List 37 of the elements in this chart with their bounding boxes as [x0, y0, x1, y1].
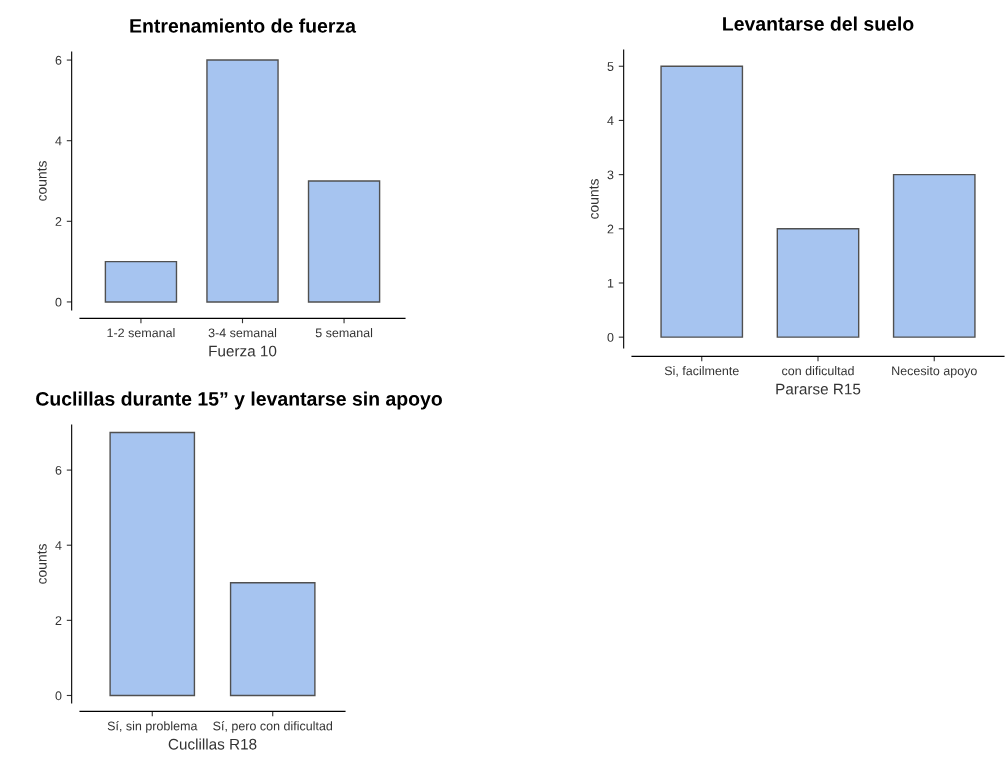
x-tick-label: 3-4 semanal — [208, 328, 277, 338]
y-tick-label: 4 — [607, 116, 614, 125]
bar — [776, 228, 860, 338]
x-tick-label: Sí, pero con dificultad — [213, 721, 333, 733]
x-tick-label: 1-2 semanal — [107, 328, 175, 338]
y-tick-label: 6 — [55, 465, 62, 475]
y-tick-label: 4 — [55, 136, 62, 146]
chart-title: Entrenamiento de fuerza — [130, 18, 357, 33]
x-axis-title: Fuerza 10 — [209, 345, 277, 357]
x-tick-label: con dificultad — [782, 366, 854, 376]
bar — [206, 59, 279, 303]
chart-title: Cuclillas durante 15” y levantarse sin apoyo — [36, 391, 442, 410]
bar — [104, 260, 178, 303]
y-tick-label: 2 — [55, 217, 62, 226]
x-tick-label: 5 semanal — [315, 328, 373, 338]
y-tick-label: 0 — [55, 691, 62, 701]
x-axis-title: Pararse R15 — [776, 383, 861, 395]
chart-title: Levantarse del suelo — [723, 16, 914, 31]
y-tick-label: 2 — [55, 616, 62, 625]
y-tick-label: 2 — [607, 224, 614, 234]
x-tick-label: Si, facilmente — [664, 366, 739, 377]
y-tick-label: 1 — [607, 278, 614, 288]
bar — [307, 180, 381, 303]
y-tick-label: 0 — [55, 297, 62, 307]
y-axis-title: counts — [37, 544, 47, 584]
y-tick-label: 5 — [607, 62, 614, 71]
y-tick-label: 6 — [55, 55, 62, 65]
y-tick-label: 4 — [55, 541, 62, 550]
y-tick-label: 0 — [607, 332, 614, 342]
y-tick-label: 3 — [607, 170, 614, 180]
x-axis-title: Cuclillas R18 — [168, 738, 257, 750]
y-axis-title: counts — [589, 179, 599, 219]
x-tick-label: Sí, sin problema — [107, 721, 198, 733]
bar — [892, 173, 976, 338]
x-tick-label: Necesito apoyo — [892, 366, 977, 378]
y-axis-title: counts — [37, 161, 47, 201]
bar — [660, 65, 744, 338]
